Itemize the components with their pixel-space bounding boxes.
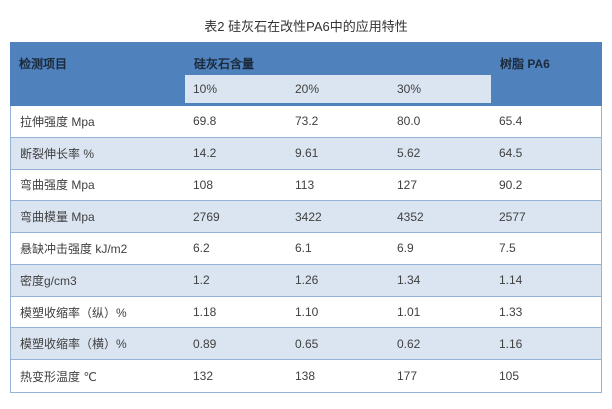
cell-value-30pct: 127 <box>397 177 418 192</box>
row-label: 弯曲模量 Mpa <box>20 210 95 225</box>
row-label: 模塑收缩率（横）% <box>20 337 127 352</box>
table-row: 热变形温度 ℃ 132 138 177 105 <box>11 360 601 392</box>
cell-value-20pct: 1.26 <box>295 273 319 288</box>
table-row: 弯曲模量 Mpa 2769 3422 4352 2577 <box>11 201 601 234</box>
cell-value-30pct: 5.62 <box>397 146 421 161</box>
subheader-20pct: 20% <box>295 82 320 96</box>
cell-value-10pct: 108 <box>193 177 214 192</box>
data-table: 检测项目 硅灰石含量 树脂 PA6 10% 20% 30% 拉伸强度 Mpa 6… <box>10 42 602 393</box>
table-header: 检测项目 硅灰石含量 树脂 PA6 10% 20% 30% <box>10 42 602 106</box>
cell-value-30pct: 6.9 <box>397 241 414 256</box>
cell-value-20pct: 3422 <box>295 209 322 224</box>
table-row: 模塑收缩率（纵）% 1.18 1.10 1.01 1.33 <box>11 296 601 329</box>
cell-value-30pct: 80.0 <box>397 114 421 129</box>
cell-value-resin: 1.16 <box>499 336 523 351</box>
cell-value-20pct: 1.10 <box>295 305 319 320</box>
table-header-labels: 检测项目 硅灰石含量 树脂 PA6 <box>10 42 602 72</box>
table-row: 密度g/cm3 1.2 1.26 1.34 1.14 <box>11 264 601 297</box>
cell-value-10pct: 2769 <box>193 209 220 224</box>
cell-value-20pct: 113 <box>295 177 315 192</box>
cell-value-20pct: 6.1 <box>295 241 312 256</box>
row-label: 断裂伸长率 % <box>20 146 95 161</box>
table-body: 拉伸强度 Mpa 69.8 73.2 80.0 65.4 断裂伸长率 % 14.… <box>10 106 602 393</box>
cell-value-10pct: 1.18 <box>193 305 217 320</box>
cell-value-resin: 105 <box>499 369 520 384</box>
cell-value-10pct: 0.89 <box>193 336 217 351</box>
cell-value-10pct: 132 <box>193 369 214 384</box>
table-caption: 表2 硅灰石在改性PA6中的应用特性 <box>204 19 408 34</box>
row-label: 弯曲强度 Mpa <box>20 178 95 193</box>
table-row: 拉伸强度 Mpa 69.8 73.2 80.0 65.4 <box>11 106 601 138</box>
cell-value-10pct: 1.2 <box>193 273 210 288</box>
cell-value-10pct: 14.2 <box>193 146 217 161</box>
row-label: 拉伸强度 Mpa <box>20 114 95 129</box>
cell-value-resin: 65.4 <box>499 114 523 129</box>
table-row: 弯曲强度 Mpa 108 113 127 90.2 <box>11 169 601 202</box>
cell-value-20pct: 138 <box>295 369 316 384</box>
column-header-wollastonite-content: 硅灰石含量 <box>194 57 255 71</box>
cell-value-30pct: 1.34 <box>397 273 421 288</box>
cell-value-20pct: 0.65 <box>295 336 319 351</box>
row-label: 密度g/cm3 <box>20 273 77 288</box>
subheader-30pct: 30% <box>397 82 422 96</box>
cell-value-resin: 7.5 <box>499 241 516 256</box>
cell-value-30pct: 0.62 <box>397 336 421 351</box>
cell-value-resin: 1.33 <box>499 305 523 320</box>
subheader-10pct: 10% <box>193 82 218 96</box>
cell-value-10pct: 69.8 <box>193 114 217 129</box>
table-row: 断裂伸长率 % 14.2 9.61 5.62 64.5 <box>11 137 601 170</box>
cell-value-resin: 64.5 <box>499 146 523 161</box>
row-label: 悬缺冲击强度 kJ/m2 <box>20 241 128 256</box>
column-header-resin-pa6: 树脂 PA6 <box>500 57 550 71</box>
cell-value-20pct: 73.2 <box>295 114 319 129</box>
row-label: 热变形温度 ℃ <box>20 369 97 384</box>
table-row: 悬缺冲击强度 kJ/m2 6.2 6.1 6.9 7.5 <box>11 233 601 265</box>
cell-value-30pct: 177 <box>397 369 418 384</box>
cell-value-30pct: 4352 <box>397 209 424 224</box>
row-label: 模塑收缩率（纵）% <box>20 305 127 320</box>
subheader-strip: 10% 20% 30% <box>185 75 491 103</box>
cell-value-10pct: 6.2 <box>193 241 210 256</box>
cell-value-resin: 90.2 <box>499 177 523 192</box>
cell-value-20pct: 9.61 <box>295 146 319 161</box>
cell-value-resin: 2577 <box>499 209 526 224</box>
cell-value-30pct: 1.01 <box>397 305 421 320</box>
column-header-test-item: 检测项目 <box>19 57 68 71</box>
cell-value-resin: 1.14 <box>499 273 523 288</box>
table-row: 模塑收缩率（横）% 0.89 0.65 0.62 1.16 <box>11 328 601 361</box>
